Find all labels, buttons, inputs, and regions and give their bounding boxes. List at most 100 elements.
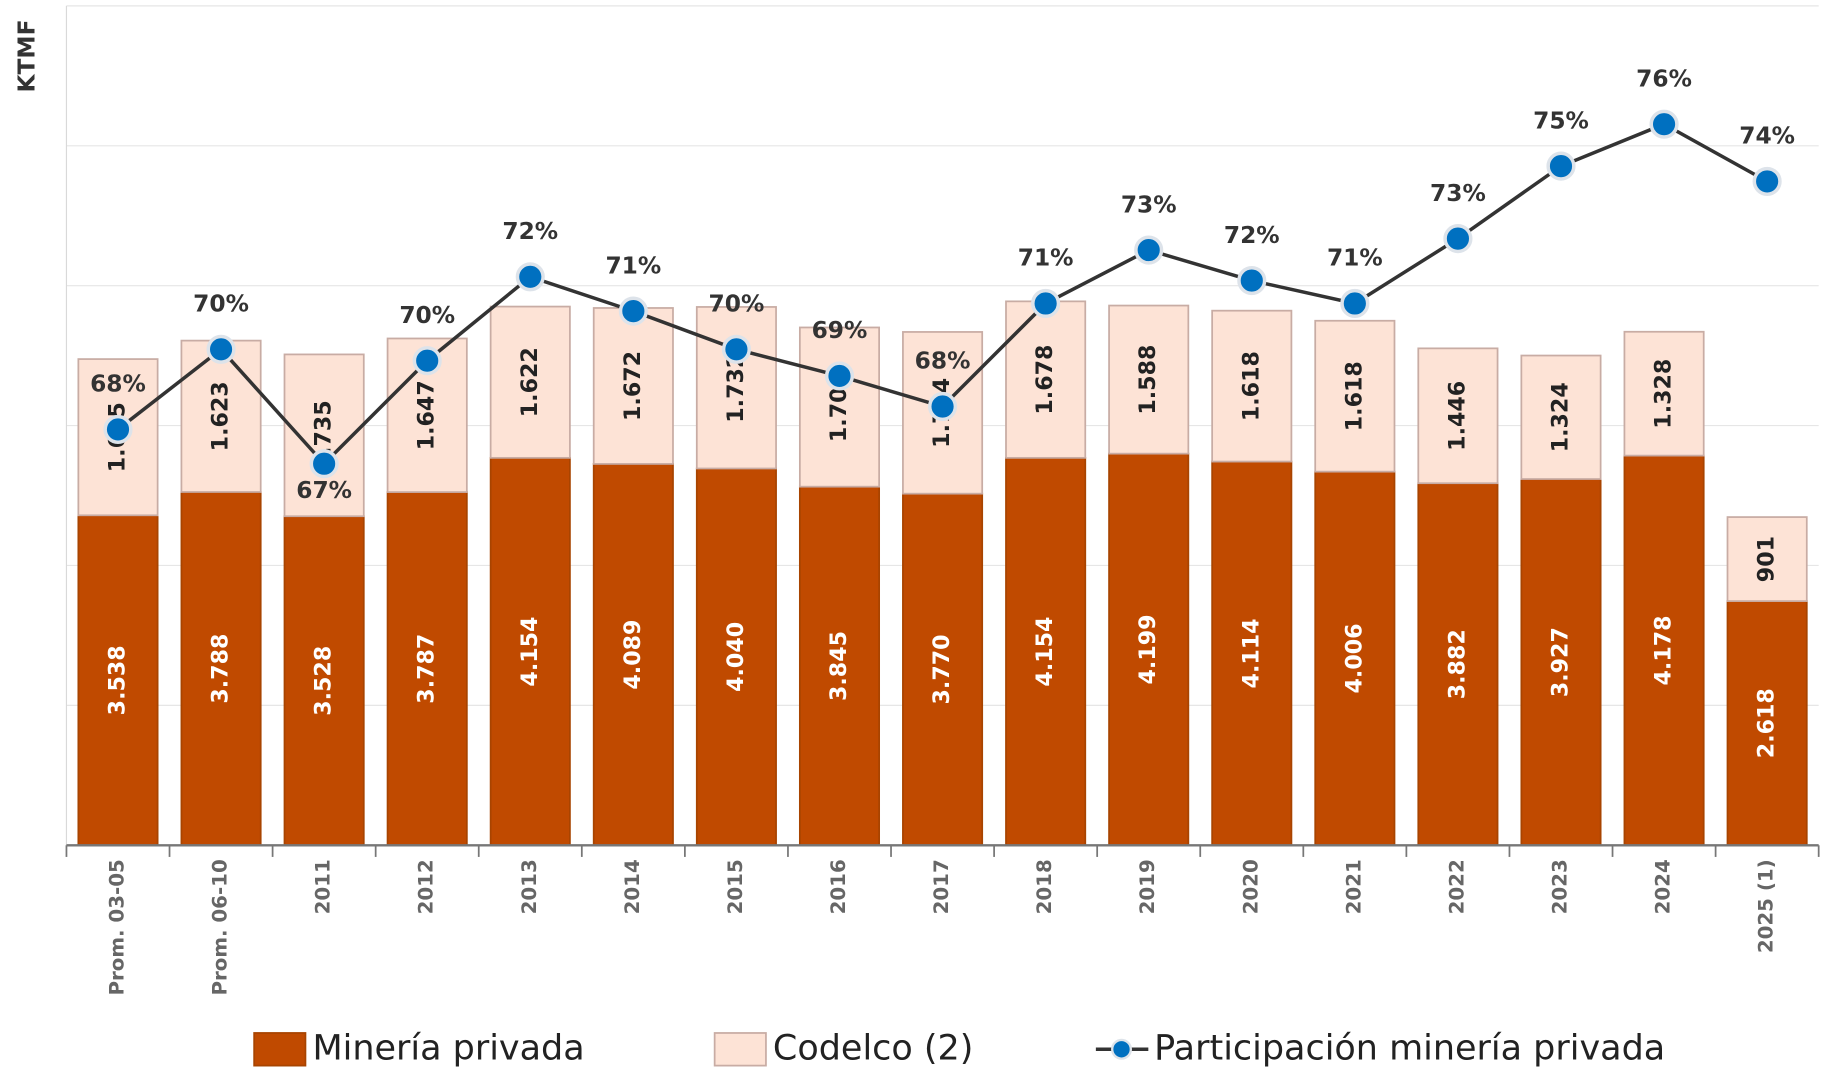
bar	[1211, 460, 1293, 847]
legend-marker	[1111, 1038, 1133, 1060]
bar-value-label: 901	[1754, 536, 1780, 582]
bar-value-label: 1.618	[1341, 361, 1367, 431]
bar	[1417, 347, 1499, 485]
x-tick-label: 2020	[1239, 859, 1262, 914]
line-value-label: 69%	[812, 317, 868, 344]
bar-value-label: 3.788	[208, 634, 234, 704]
bar-value-label: 1.678	[1032, 345, 1058, 415]
bar	[489, 456, 571, 847]
bar-value-label: 1.647	[414, 380, 440, 450]
line-marker	[1134, 235, 1164, 265]
x-tick-label: 2018	[1033, 859, 1056, 914]
bar	[489, 305, 571, 459]
bar	[695, 306, 777, 470]
x-tick-label: 2019	[1136, 859, 1159, 914]
bar-value-label: 4.154	[1032, 617, 1058, 687]
line-marker	[1443, 224, 1473, 254]
line-value-label: 70%	[399, 302, 455, 329]
bar-value-label: 1.672	[620, 351, 646, 421]
line-marker	[618, 296, 648, 326]
bar-value-label: 4.040	[723, 622, 749, 692]
bar	[1520, 354, 1602, 480]
y-axis-label: KTMF	[13, 19, 40, 92]
line-marker	[1031, 288, 1061, 319]
x-tick-label: 2015	[724, 859, 747, 914]
bar	[1314, 319, 1396, 473]
legend-swatch	[713, 1032, 767, 1067]
line-value-label: 67%	[296, 477, 352, 504]
x-tick-label: 2024	[1652, 859, 1675, 914]
bar	[1726, 600, 1808, 847]
bar	[592, 307, 674, 465]
line-value-label: 73%	[1430, 180, 1486, 207]
bar-value-label: 3.770	[929, 634, 955, 704]
line-marker	[824, 361, 855, 391]
line-value-label: 71%	[605, 252, 661, 279]
x-tick-label: 2023	[1548, 859, 1571, 914]
line-value-label: 70%	[709, 290, 765, 317]
bar-value-label: 1.732	[723, 353, 749, 423]
bar-value-label: 3.538	[104, 645, 130, 715]
legend-label: Participación minería privada	[1154, 1028, 1665, 1068]
bar-value-label: 1.618	[1238, 351, 1264, 421]
x-tick-label: 2012	[415, 859, 438, 914]
line-value-label: 73%	[1121, 191, 1177, 218]
bar	[798, 326, 881, 488]
x-tick-label: 2017	[930, 859, 953, 914]
line-value-label: 71%	[1018, 245, 1074, 272]
x-tick-label: 2011	[312, 859, 335, 914]
legend-label: Codelco (2)	[773, 1028, 974, 1068]
line-value-label: 70%	[193, 290, 249, 317]
bar-value-label: 3.927	[1547, 627, 1573, 697]
x-tick-label: 2014	[621, 859, 644, 914]
line-value-label: 75%	[1533, 107, 1589, 134]
line-marker	[1237, 266, 1267, 296]
x-tick-label: 2025 (1)	[1755, 859, 1778, 953]
bar-value-label: 1.588	[1135, 345, 1161, 415]
bar	[283, 515, 365, 847]
bar-value-label: 4.114	[1238, 618, 1264, 688]
line-marker	[1546, 151, 1576, 181]
x-tick-label: Prom. 06-10	[209, 859, 232, 995]
bar	[1211, 309, 1293, 463]
bar-value-label: 1.623	[208, 381, 234, 451]
bar-value-label: 4.199	[1135, 614, 1161, 684]
line-marker	[309, 449, 339, 479]
line-marker	[206, 334, 236, 364]
line-value-label: 68%	[90, 371, 146, 398]
line-value-label: 71%	[1327, 245, 1383, 272]
line-marker	[412, 346, 442, 376]
line-value-label: 74%	[1739, 123, 1795, 150]
x-tick-label: 2022	[1445, 859, 1468, 914]
bar	[1108, 304, 1190, 455]
legend-label: Minería privada	[312, 1028, 584, 1068]
x-tick-label: Prom. 03-05	[105, 859, 128, 995]
bar	[180, 339, 262, 493]
bar	[386, 337, 468, 493]
line-marker	[103, 414, 133, 444]
bar-value-label: 1.446	[1444, 381, 1470, 451]
line-marker	[927, 391, 958, 422]
line-value-label: 68%	[915, 348, 971, 375]
line-marker	[1340, 288, 1370, 319]
bar-value-label: 3.845	[826, 631, 852, 701]
x-tick-label: 2016	[827, 859, 850, 914]
bar	[1108, 452, 1190, 847]
line-marker	[721, 334, 751, 364]
line-marker	[515, 262, 545, 292]
bar-value-label: 4.089	[620, 620, 646, 690]
bar-value-label: 1.622	[517, 347, 543, 417]
bar-value-label: 3.882	[1444, 629, 1470, 699]
line-value-label: 72%	[502, 218, 558, 245]
line-value-label: 72%	[1224, 222, 1280, 249]
bar-value-label: 2.618	[1754, 688, 1780, 758]
bar-value-label: 4.154	[517, 617, 543, 687]
bar	[386, 491, 468, 847]
bar	[1623, 330, 1705, 457]
bar	[798, 485, 881, 847]
line-marker	[1649, 109, 1679, 139]
bar-value-label: 3.787	[414, 634, 440, 704]
legend-swatch	[253, 1032, 307, 1067]
bar-value-label: 3.528	[311, 646, 337, 716]
